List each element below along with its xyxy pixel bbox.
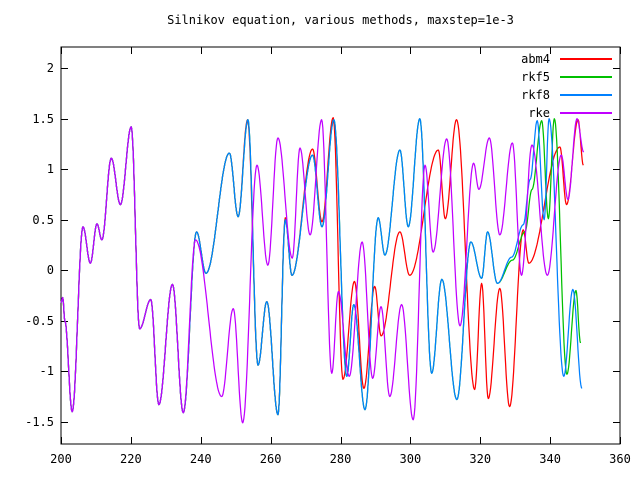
series-abm4-line bbox=[60, 117, 584, 416]
y-tick-label: 2 bbox=[46, 61, 54, 76]
legend: abm4 rkf5 rkf8 rke bbox=[521, 50, 612, 122]
legend-entry-rkf8: rkf8 bbox=[521, 86, 612, 104]
y-tick-label: 1.5 bbox=[32, 111, 54, 126]
y-tick-label: 0 bbox=[46, 263, 54, 278]
y-tick-label: -1 bbox=[39, 364, 54, 379]
y-tick-label: -0.5 bbox=[25, 313, 54, 328]
x-tick-label: 300 bbox=[399, 452, 422, 466]
series-rkf8-line bbox=[60, 118, 583, 416]
legend-line-sample-abm4 bbox=[560, 58, 612, 60]
series-rke-line bbox=[60, 118, 585, 424]
legend-label-rke: rke bbox=[528, 106, 550, 120]
x-tick-label: 320 bbox=[469, 452, 492, 466]
x-tick-label: 260 bbox=[259, 452, 282, 466]
legend-entry-rkf5: rkf5 bbox=[521, 68, 612, 86]
tick-marks bbox=[61, 47, 621, 444]
x-tick-label: 360 bbox=[609, 452, 631, 466]
legend-label-abm4: abm4 bbox=[521, 52, 550, 66]
y-tick-label: 1 bbox=[46, 162, 54, 177]
x-tick-label: 340 bbox=[539, 452, 561, 466]
legend-line-sample-rke bbox=[560, 112, 612, 114]
legend-entry-rke: rke bbox=[521, 104, 612, 122]
series-rkf5-line bbox=[60, 118, 582, 416]
plot-border bbox=[60, 46, 621, 445]
legend-entry-abm4: abm4 bbox=[521, 50, 612, 68]
legend-label-rkf8: rkf8 bbox=[521, 88, 550, 102]
y-tick-label: 0.5 bbox=[32, 212, 54, 227]
legend-line-sample-rkf8 bbox=[560, 94, 612, 96]
y-tick-label: -1.5 bbox=[25, 414, 54, 429]
legend-line-sample-rkf5 bbox=[560, 76, 612, 78]
x-tick-label: 240 bbox=[189, 452, 212, 466]
legend-label-rkf5: rkf5 bbox=[521, 70, 550, 84]
x-tick-label: 200 bbox=[50, 452, 72, 466]
x-tick-label: 280 bbox=[329, 452, 352, 466]
x-tick-label: 220 bbox=[120, 452, 142, 466]
chart-title: Silnikov equation, various methods, maxs… bbox=[167, 13, 514, 27]
